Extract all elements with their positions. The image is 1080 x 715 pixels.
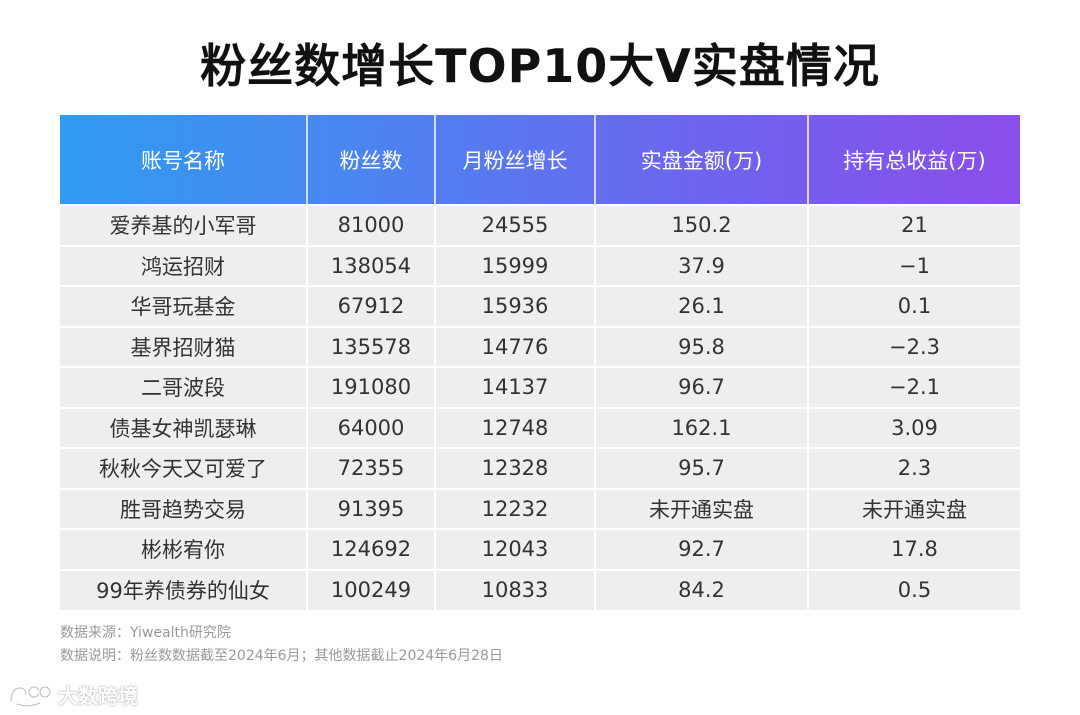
cell-followers: 64000: [307, 406, 436, 448]
cell-real-amount: 150.2: [595, 204, 809, 246]
footnotes: 数据来源：Yiwealth研究院 数据说明：粉丝数数据截至2024年6月；其他数…: [60, 622, 503, 668]
column-header-total-return: 持有总收益(万): [843, 148, 986, 173]
cell-followers: 124692: [307, 528, 436, 570]
cell-real-amount: 162.1: [595, 406, 809, 448]
watermark-text: 大数跨境: [58, 684, 138, 708]
cell-followers: 138054: [307, 244, 436, 286]
cell-followers: 91395: [307, 487, 436, 529]
explanation-note: 数据说明：粉丝数数据截至2024年6月；其他数据截止2024年6月28日: [60, 648, 503, 664]
cell-total-return: 3.09: [808, 406, 1020, 448]
table-row: 99年养债券的仙女 100249 10833 84.2 0.5: [60, 568, 1020, 610]
cell-followers: 135578: [307, 325, 436, 367]
cell-monthly-growth: 15936: [435, 285, 596, 327]
cell-real-amount: 95.7: [595, 447, 809, 489]
cell-account-name: 基界招财猫: [60, 325, 308, 367]
cell-monthly-growth: 12043: [435, 528, 596, 570]
column-header-followers: 粉丝数: [307, 115, 436, 205]
data-table-container: 账号名称 粉丝数 月粉丝增长 实盘金额(万) 持有总收益(万) 爱养基的小军哥 8…: [60, 115, 1020, 610]
brand-logo-icon: [8, 682, 52, 708]
cell-total-return: 未开通实盘: [808, 487, 1020, 529]
cell-monthly-growth: 24555: [435, 204, 596, 246]
cell-account-name: 华哥玩基金: [60, 285, 308, 327]
page-title: 粉丝数增长TOP10大V实盘情况: [200, 39, 880, 93]
column-header-monthly-growth: 月粉丝增长: [435, 115, 596, 205]
cell-real-amount: 92.7: [595, 528, 809, 570]
table-row: 基界招财猫 135578 14776 95.8 −2.3: [60, 325, 1020, 367]
cell-followers: 81000: [307, 204, 436, 246]
cell-account-name: 胜哥趋势交易: [60, 487, 308, 529]
table-row: 胜哥趋势交易 91395 12232 未开通实盘 未开通实盘: [60, 487, 1020, 529]
table-row: 债基女神凯瑟琳 64000 12748 162.1 3.09: [60, 406, 1020, 448]
cell-total-return: 17.8: [808, 528, 1020, 570]
cell-monthly-growth: 14137: [435, 366, 596, 408]
cell-account-name: 二哥波段: [60, 366, 308, 408]
cell-account-name: 债基女神凯瑟琳: [60, 406, 308, 448]
source-note: 数据来源：Yiwealth研究院: [60, 625, 231, 641]
cell-monthly-growth: 14776: [435, 325, 596, 367]
cell-followers: 191080: [307, 366, 436, 408]
watermark: 大数跨境: [8, 680, 138, 709]
cell-account-name: 99年养债券的仙女: [60, 568, 308, 610]
cell-account-name: 秋秋今天又可爱了: [60, 447, 308, 489]
cell-followers: 72355: [307, 447, 436, 489]
cell-account-name: 爱养基的小军哥: [60, 204, 308, 246]
table-header: 账号名称 粉丝数 月粉丝增长 实盘金额(万) 持有总收益(万): [60, 115, 1020, 205]
cell-real-amount: 26.1: [595, 285, 809, 327]
cell-real-amount: 37.9: [595, 244, 809, 286]
column-header-real-amount: 实盘金额(万): [595, 115, 809, 205]
cell-followers: 100249: [307, 568, 436, 610]
cell-real-amount: 84.2: [595, 568, 809, 610]
table-row: 鸿运招财 138054 15999 37.9 −1: [60, 244, 1020, 286]
cell-real-amount: 未开通实盘: [595, 487, 809, 529]
table-header-row: 账号名称 粉丝数 月粉丝增长 实盘金额(万) 持有总收益(万): [60, 115, 1020, 205]
cell-total-return: 0.5: [808, 568, 1020, 610]
cell-total-return: 0.1: [808, 285, 1020, 327]
cell-total-return: −1: [808, 244, 1020, 286]
cell-monthly-growth: 15999: [435, 244, 596, 286]
cell-monthly-growth: 10833: [435, 568, 596, 610]
table-body: 爱养基的小军哥 81000 24555 150.2 21 鸿运招财 138054 15999 3…: [60, 204, 1020, 610]
cell-real-amount: 95.8: [595, 325, 809, 367]
cell-total-return: −2.1: [808, 366, 1020, 408]
cell-account-name: 鸿运招财: [60, 244, 308, 286]
column-header-account-name: 账号名称: [60, 115, 308, 205]
cell-monthly-growth: 12748: [435, 406, 596, 448]
cell-monthly-growth: 12232: [435, 487, 596, 529]
data-table: 账号名称 粉丝数 月粉丝增长 实盘金额(万) 持有总收益(万) 爱养基的小军哥 8…: [60, 115, 1020, 610]
table-row: 彬彬宥你 124692 12043 92.7 17.8: [60, 528, 1020, 570]
table-row: 二哥波段 191080 14137 96.7 −2.1: [60, 366, 1020, 408]
cell-followers: 67912: [307, 285, 436, 327]
cell-total-return: −2.3: [808, 325, 1020, 367]
table-row: 爱养基的小军哥 81000 24555 150.2 21: [60, 204, 1020, 246]
cell-account-name: 彬彬宥你: [60, 528, 308, 570]
cell-real-amount: 96.7: [595, 366, 809, 408]
table-row: 秋秋今天又可爱了 72355 12328 95.7 2.3: [60, 447, 1020, 489]
cell-total-return: 21: [808, 204, 1020, 246]
cell-monthly-growth: 12328: [435, 447, 596, 489]
table-row: 华哥玩基金 67912 15936 26.1 0.1: [60, 285, 1020, 327]
cell-total-return: 2.3: [808, 447, 1020, 489]
